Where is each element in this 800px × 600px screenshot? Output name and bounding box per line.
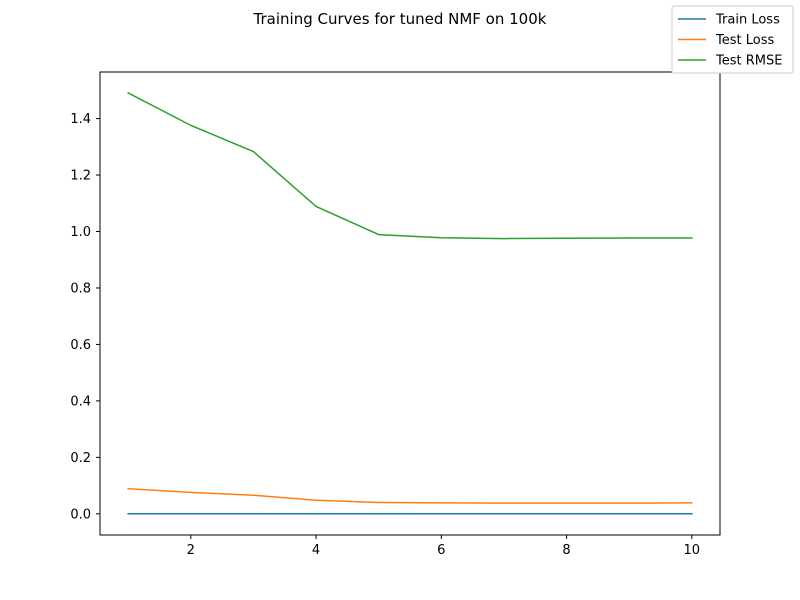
legend: Train Loss Test Loss Test RMSE — [671, 5, 794, 74]
y-tick-label: 0.2 — [70, 451, 91, 466]
x-tick-label: 8 — [562, 543, 570, 558]
y-tick-label: 1.4 — [70, 112, 91, 127]
y-tick-label: 0.0 — [70, 507, 91, 522]
series-line-test-loss — [127, 487, 693, 504]
x-tick-label: 10 — [684, 543, 701, 558]
axes-frame — [99, 71, 721, 536]
legend-label-test-rmse: Test RMSE — [715, 54, 782, 69]
x-tick-label: 4 — [312, 543, 320, 558]
series-layer — [127, 91, 693, 515]
legend-label-test-loss: Test Loss — [715, 33, 774, 48]
series-line-test-rmse — [127, 91, 693, 240]
y-tick-label: 0.4 — [70, 394, 91, 409]
y-tick-label: 1.2 — [70, 169, 91, 184]
ticks-layer: 2 4 6 8 10 0.0 0.2 0.4 0.6 0.8 1.0 1.2 1.4 — [70, 112, 700, 558]
legend-box — [671, 5, 794, 74]
legend-entries: Train Loss Test Loss Test RMSE — [678, 13, 782, 69]
y-tick-label: 1.0 — [70, 225, 91, 240]
chart-title: Training Curves for tuned NMF on 100k — [253, 10, 547, 28]
y-tick-label: 0.6 — [70, 338, 91, 353]
x-tick-label: 6 — [437, 543, 445, 558]
legend-label-train-loss: Train Loss — [715, 13, 780, 28]
x-tick-label: 2 — [187, 543, 195, 558]
y-tick-label: 0.8 — [70, 281, 91, 296]
